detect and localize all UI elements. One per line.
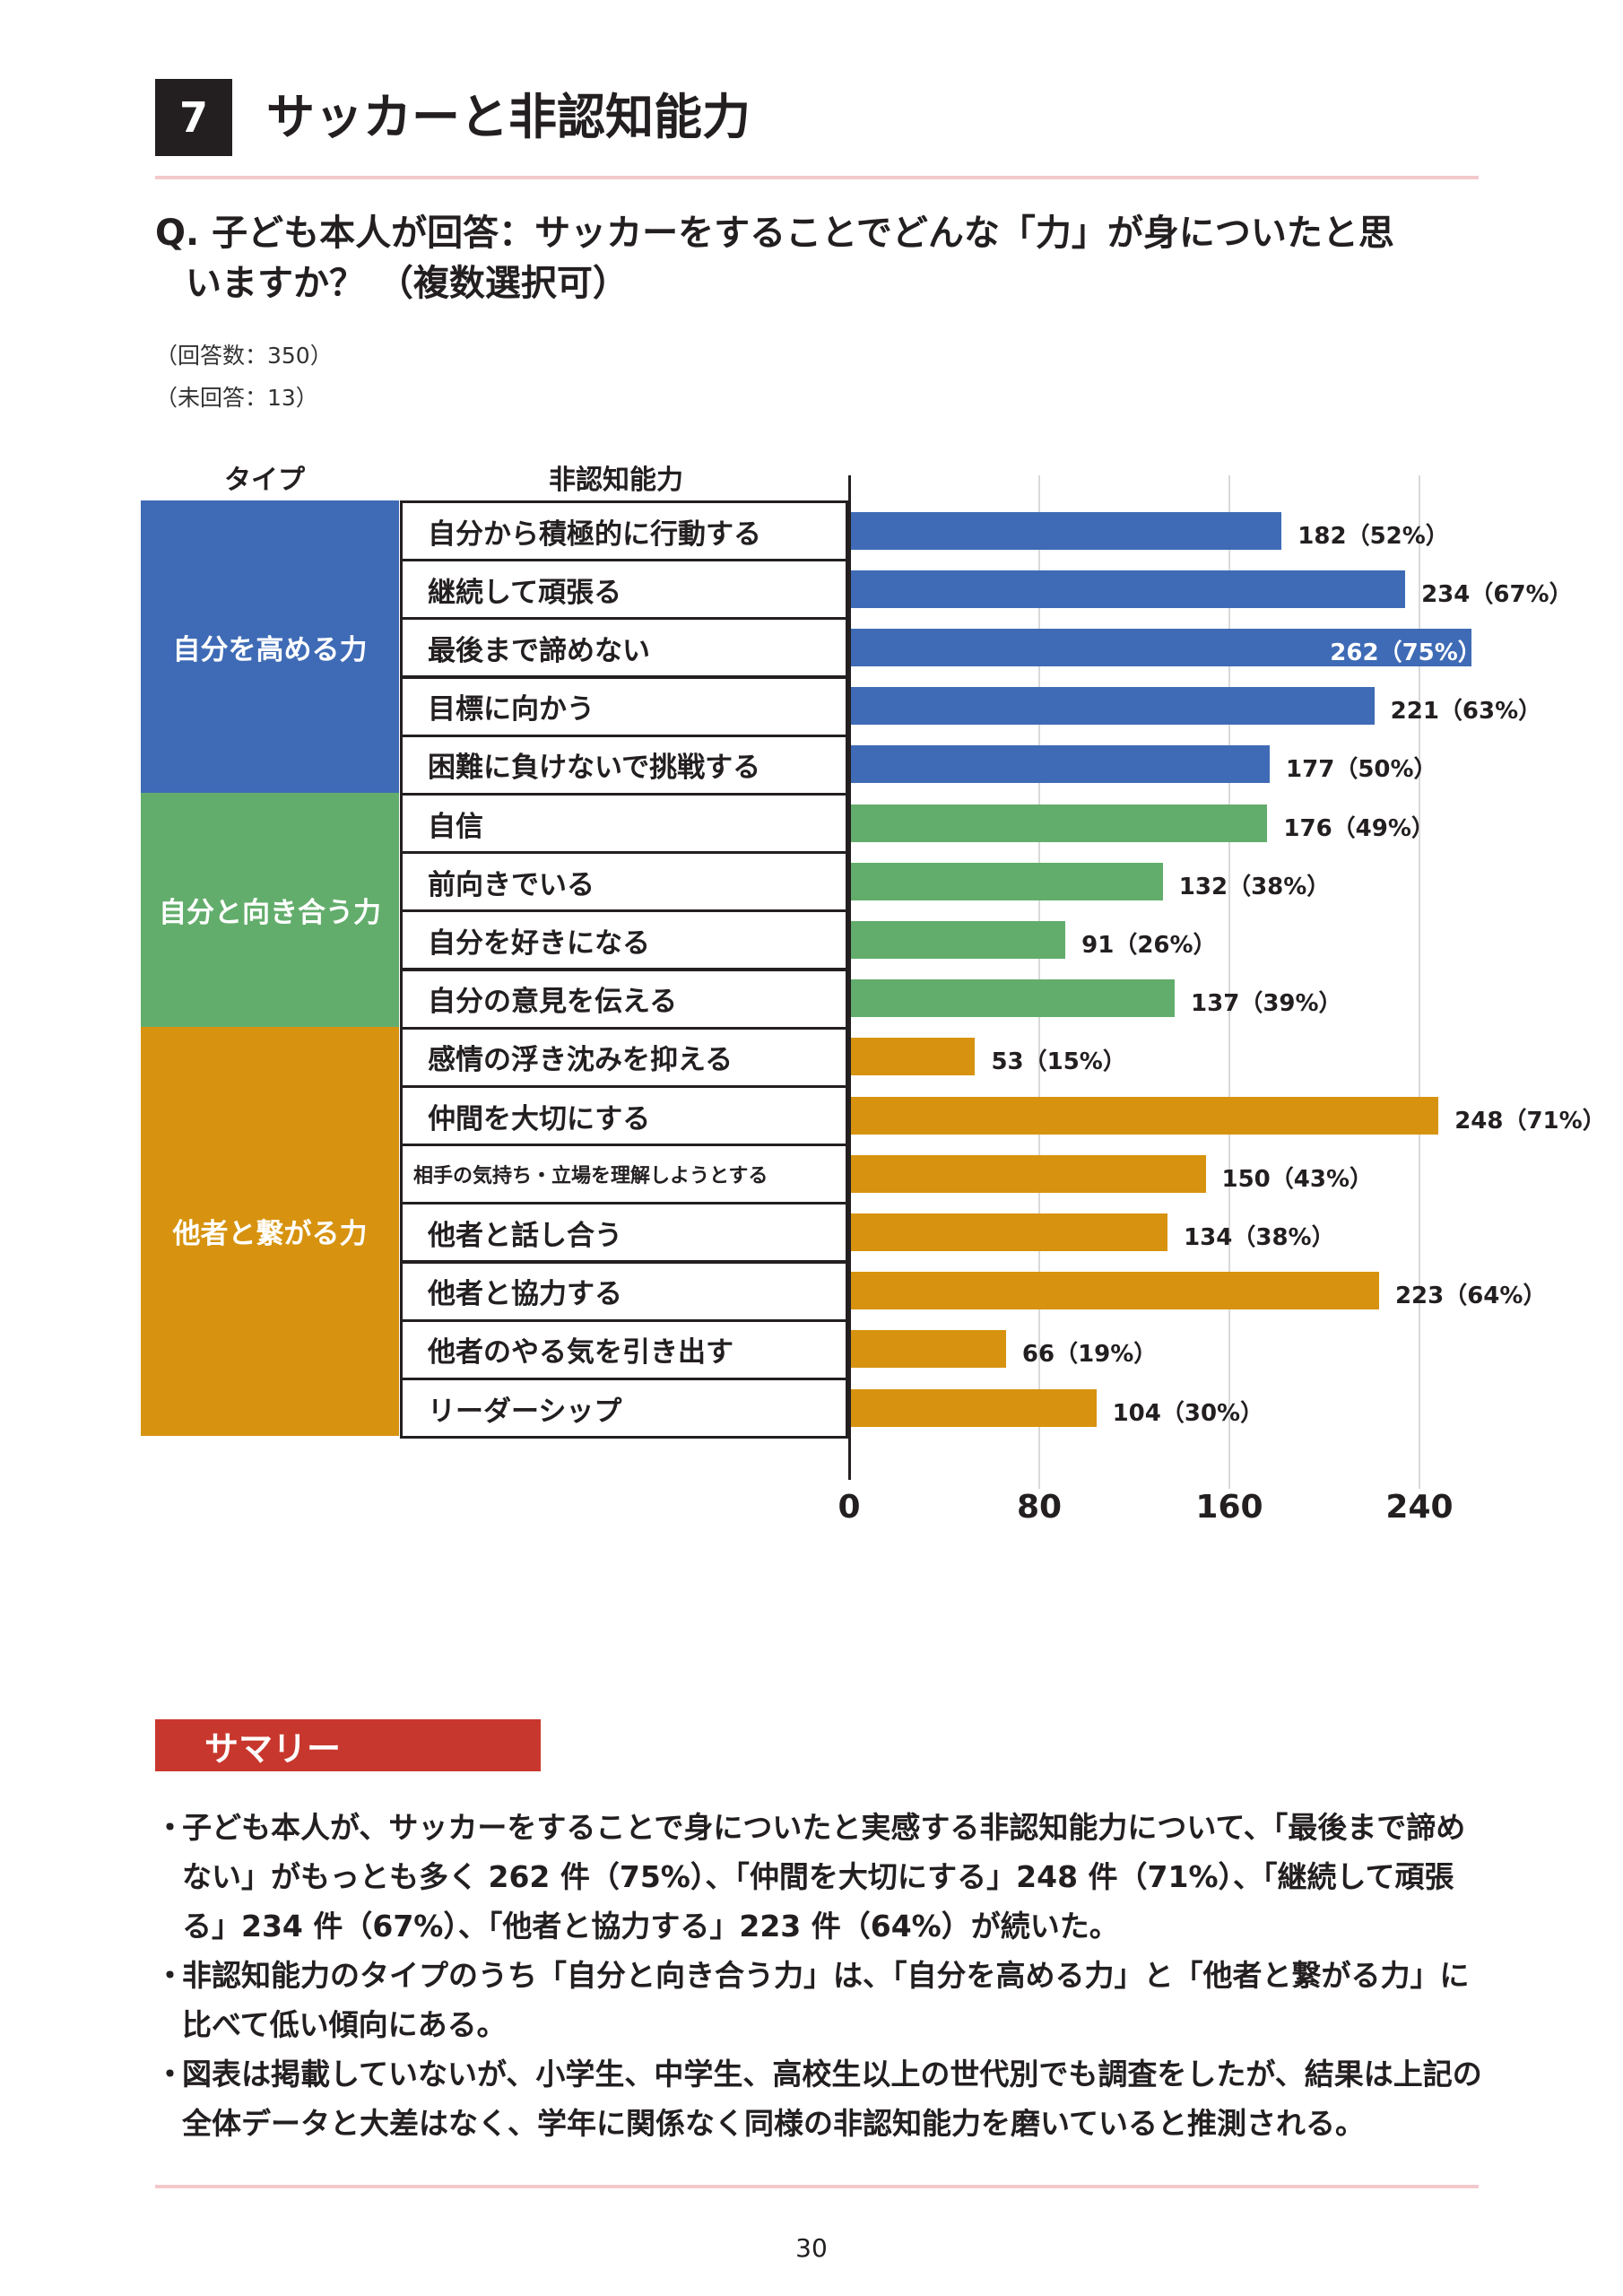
bar-value-label: 132（38%） [1178, 873, 1331, 900]
summary-item: 図表は掲載していないが、小学生、中学生、高校生以上の世代別でも調査をしたが、結果… [155, 2049, 1491, 2148]
bar [849, 511, 1282, 550]
category-label: 自信 [400, 793, 848, 854]
x-tick-label: 240 [1385, 1489, 1454, 1526]
bar-value-label: 91（26%） [1081, 932, 1217, 959]
type-group-2: 自分と向き合う力 [141, 793, 399, 1027]
bar [849, 1213, 1168, 1251]
section-number: 7 [155, 79, 232, 156]
footer-rule [155, 2185, 1479, 2188]
bar [849, 921, 1066, 959]
bar-value-label: 182（52%） [1298, 522, 1449, 550]
bar [849, 804, 1268, 842]
responses-count: （回答数：350） [155, 343, 333, 369]
bar [849, 745, 1271, 784]
type-group-1: 自分を高める力 [141, 500, 399, 793]
bar-value-label: 150（43%） [1221, 1165, 1374, 1193]
bar [849, 570, 1406, 608]
category-label: 他者のやる気を引き出す [400, 1318, 848, 1380]
category-label: 相手の気持ち・立場を理解しようとする [400, 1144, 848, 1205]
category-label: 自分を好きになる [400, 909, 848, 971]
category-label: 前向きでいる [400, 851, 848, 913]
skill-column-header: 非認知能力 [549, 465, 683, 496]
bar [849, 1388, 1097, 1427]
bar-value-label: 53（15%） [991, 1048, 1126, 1076]
bar [849, 629, 1472, 666]
y-axis-line [848, 475, 851, 1480]
bar [849, 687, 1375, 726]
category-label: 自分から積極的に行動する [400, 500, 848, 561]
bar-value-label: 137（39%） [1191, 990, 1342, 1018]
bar [849, 1096, 1439, 1135]
bar [849, 979, 1176, 1018]
bar-value-label: 248（71%） [1454, 1107, 1606, 1135]
bar-value-label: 234（67%） [1421, 580, 1573, 608]
page-number: 30 [795, 2233, 828, 2263]
category-label: 感情の浮き沈みを抑える [400, 1026, 848, 1088]
header-rule [155, 176, 1479, 179]
summary-item: 非認知能力のタイプのうち「自分と向き合う力」は、「自分を高める力」と「他者と繋が… [155, 1951, 1491, 2049]
bar-value-label: 104（30%） [1112, 1399, 1264, 1427]
bar-value-label: 66（19%） [1021, 1341, 1158, 1369]
bar [849, 1038, 976, 1076]
section-title: サッカーと非認知能力 [266, 89, 751, 145]
bar-value-label: 177（50%） [1286, 756, 1437, 784]
x-tick-label: 80 [1016, 1489, 1063, 1526]
summary-item: 子ども本人が、サッカーをすることで身についたと実感する非認知能力について、「最後… [155, 1803, 1491, 1951]
x-tick-label: 0 [838, 1489, 861, 1526]
bar-value-label: 176（49%） [1283, 814, 1435, 842]
bar [849, 1330, 1006, 1369]
category-label: 最後まで諦めない [400, 617, 848, 679]
question-line-1: Q. 子ども本人が回答：サッカーをすることでどんな「力」が身についたと思 [155, 213, 1394, 254]
bar [849, 862, 1163, 900]
category-label: 自分の意見を伝える [400, 968, 848, 1030]
question-text: Q. 子ども本人が回答：サッカーをすることでどんな「力」が身についたと思 います… [155, 208, 1491, 309]
category-label: 他者と話し合う [400, 1202, 848, 1264]
unanswered-count: （未回答：13） [155, 385, 318, 411]
type-group-3: 他者と繋がる力 [141, 1026, 399, 1437]
summary-header: サマリー [155, 1719, 541, 1771]
bar-value-label: 262（75%） [1330, 639, 1481, 666]
type-column-header: タイプ [224, 465, 305, 496]
bar-value-label: 223（64%） [1394, 1283, 1547, 1310]
category-label: 仲間を大切にする [400, 1085, 848, 1146]
question-line-2: いますか？ （複数選択可） [186, 263, 629, 304]
gridline [1419, 475, 1420, 1489]
category-label: 目標に向かう [400, 675, 848, 737]
category-label: リーダーシップ [400, 1378, 848, 1439]
bar [849, 1272, 1379, 1310]
category-label: 他者と協力する [400, 1260, 848, 1322]
bar [849, 1154, 1206, 1193]
x-tick-label: 160 [1195, 1489, 1263, 1526]
bar-value-label: 221（63%） [1390, 698, 1542, 726]
gridline [1228, 475, 1230, 1489]
category-label: 困難に負けないで挑戦する [400, 734, 848, 796]
category-label: 継続して頑張る [400, 559, 848, 621]
summary-list: 子ども本人が、サッカーをすることで身についたと実感する非認知能力について、「最後… [155, 1803, 1491, 2148]
bar-value-label: 134（38%） [1184, 1224, 1335, 1251]
